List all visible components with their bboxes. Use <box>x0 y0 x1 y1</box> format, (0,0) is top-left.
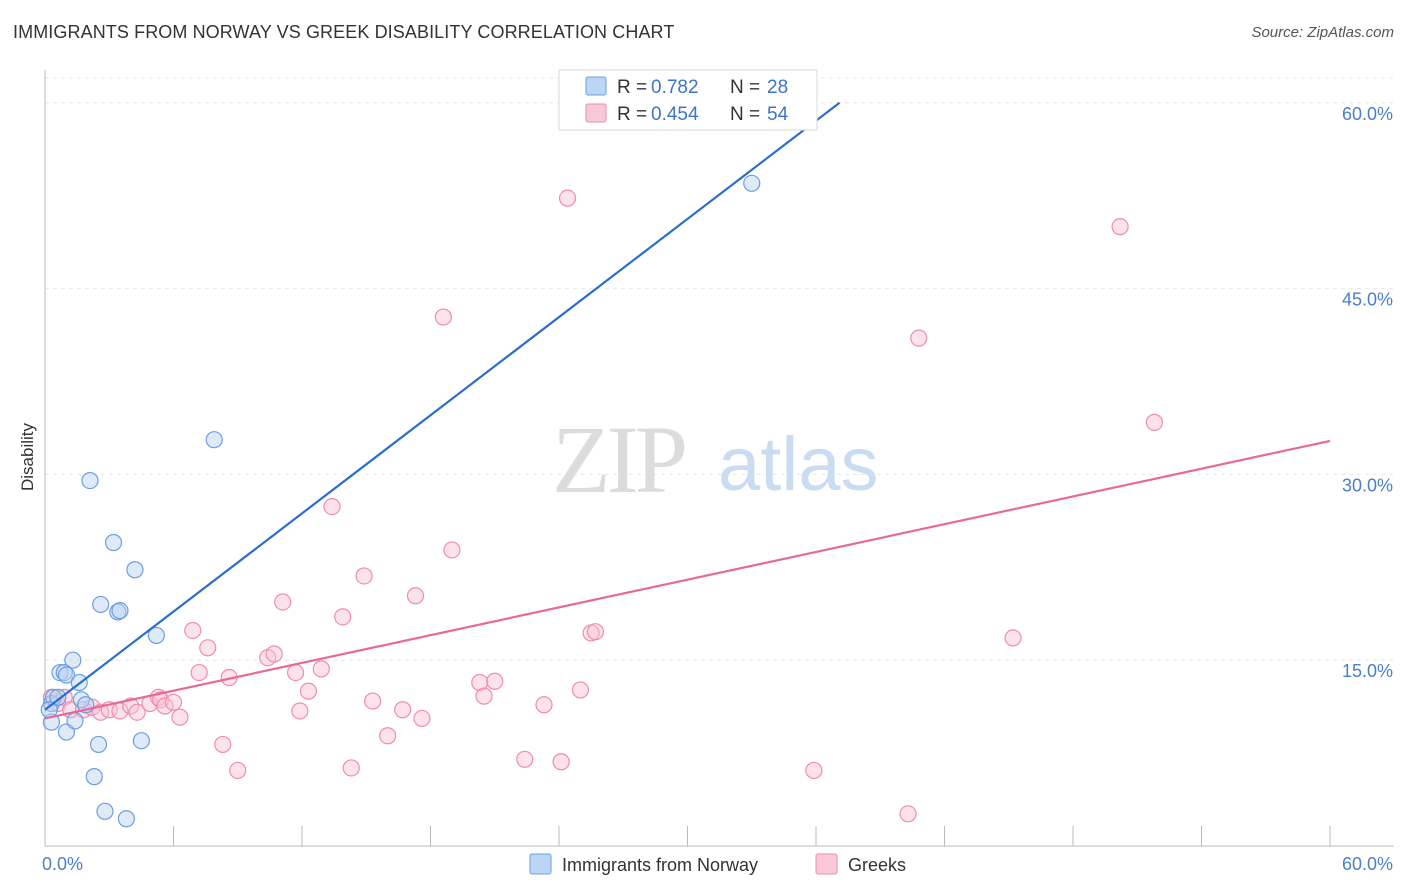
scatter-point <box>66 712 84 730</box>
series-norway-points <box>40 174 761 828</box>
scatter-point <box>355 567 373 585</box>
scatter-point <box>265 645 283 663</box>
scatter-point <box>434 308 452 326</box>
legend-n-value-greeks: 54 <box>767 104 789 125</box>
scatter-point <box>184 621 202 640</box>
chart-title: IMMIGRANTS FROM NORWAY VS GREEK DISABILI… <box>13 22 675 42</box>
scatter-point <box>899 805 917 823</box>
trend-line-greeks <box>44 439 1331 720</box>
x-tick-label-max: 60.0% <box>1342 854 1393 874</box>
scatter-point <box>122 697 140 715</box>
scatter-point <box>516 750 534 768</box>
scatter-point <box>413 709 431 728</box>
legend-n-value-norway: 28 <box>767 77 788 98</box>
stats-legend: R = 0.782 N = 28 R = 0.454 N = 54 <box>558 69 818 131</box>
scatter-point <box>910 329 928 347</box>
scatter-point <box>286 663 305 682</box>
x-tick-label-min: 0.0% <box>42 854 83 874</box>
scatter-point <box>205 431 223 449</box>
scatter-point <box>96 802 114 820</box>
scatter-point <box>1145 413 1163 431</box>
scatter-point <box>586 623 605 641</box>
scatter-point <box>199 639 217 657</box>
chart-source: Source: ZipAtlas.com <box>1251 24 1394 41</box>
legend-n-label-greeks: N = <box>730 104 760 125</box>
scatter-point <box>379 727 397 745</box>
scatter-point <box>299 682 318 700</box>
bottom-legend-label-norway: Immigrants from Norway <box>562 855 758 875</box>
scatter-point <box>164 693 183 711</box>
scatter-point <box>92 595 110 614</box>
y-axis-tick-labels: 15.0% 30.0% 45.0% 60.0% <box>1342 104 1393 681</box>
legend-r-label-greeks: R = <box>617 104 647 125</box>
scatter-point <box>49 688 67 706</box>
scatter-point <box>364 692 382 710</box>
y-tick-label: 60.0% <box>1342 104 1393 124</box>
scatter-point <box>571 681 590 699</box>
scatter-point <box>111 602 129 620</box>
scatter-point <box>323 497 341 516</box>
scatter-point <box>1111 218 1129 236</box>
scatter-point <box>128 703 146 721</box>
scatter-point <box>471 673 489 692</box>
series-legend: Immigrants from Norway Greeks <box>529 853 906 875</box>
scatter-point <box>291 702 309 720</box>
scatter-point <box>486 672 504 690</box>
y-tick-label: 30.0% <box>1342 475 1393 495</box>
scatter-point <box>475 687 493 705</box>
legend-r-label-norway: R = <box>617 77 647 98</box>
scatter-point <box>171 708 189 726</box>
series-greeks-points <box>42 189 1163 823</box>
scatter-point <box>229 761 247 780</box>
y-axis-label: Disability <box>18 422 37 491</box>
scatter-point <box>406 587 425 605</box>
scatter-point <box>312 660 330 678</box>
legend-swatch-greeks <box>585 103 607 123</box>
watermark-zip: ZIP <box>552 406 685 513</box>
scatter-point <box>132 732 150 750</box>
scatter-point <box>190 663 208 682</box>
watermark-atlas: atlas <box>718 422 879 507</box>
legend-r-value-norway: 0.782 <box>651 77 699 98</box>
scatter-point <box>342 759 360 777</box>
scatter-point <box>147 626 165 645</box>
scatter-point <box>214 735 232 754</box>
scatter-point <box>1004 629 1022 647</box>
scatter-point <box>394 701 412 719</box>
legend-r-value-greeks: 0.454 <box>651 104 699 125</box>
x-axis-ticks <box>173 826 1331 846</box>
scatter-point <box>85 768 103 786</box>
scatter-point <box>805 761 823 780</box>
scatter-point <box>57 666 76 684</box>
scatter-point <box>334 608 352 626</box>
scatter-point <box>117 810 135 828</box>
y-tick-label: 15.0% <box>1342 661 1393 681</box>
bottom-legend-label-greeks: Greeks <box>848 855 906 875</box>
scatter-point <box>126 561 144 579</box>
watermark: ZIP atlas <box>552 406 879 513</box>
legend-swatch-norway <box>585 76 607 96</box>
y-tick-label: 45.0% <box>1342 290 1393 310</box>
trend-line-norway <box>44 101 841 711</box>
scatter-point <box>558 189 577 207</box>
legend-n-label-norway: N = <box>730 77 760 98</box>
scatter-point <box>55 663 73 682</box>
scatter-point <box>535 696 553 714</box>
bottom-legend-swatch-greeks <box>815 853 838 875</box>
bottom-legend-swatch-norway <box>529 853 552 875</box>
scatter-point <box>89 735 108 754</box>
scatter-point <box>552 753 570 771</box>
scatter-point <box>64 651 82 669</box>
scatter-point <box>81 471 99 490</box>
scatter-point <box>743 174 761 192</box>
scatter-point <box>104 533 123 552</box>
scatter-point <box>443 541 461 559</box>
scatter-point <box>274 593 292 611</box>
scatter-point <box>156 697 174 715</box>
